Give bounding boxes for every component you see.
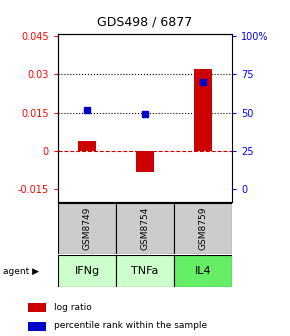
Bar — [116, 255, 174, 287]
Bar — [58, 255, 116, 287]
Bar — [116, 203, 174, 254]
Bar — [194, 69, 212, 151]
Bar — [174, 203, 232, 254]
Text: GSM8754: GSM8754 — [140, 207, 150, 250]
Bar — [28, 322, 46, 331]
Bar — [174, 255, 232, 287]
Text: IL4: IL4 — [195, 266, 211, 276]
Text: GDS498 / 6877: GDS498 / 6877 — [97, 15, 193, 28]
Text: GSM8749: GSM8749 — [82, 207, 92, 250]
Text: log ratio: log ratio — [54, 303, 92, 312]
Bar — [78, 140, 96, 151]
Text: TNFa: TNFa — [131, 266, 159, 276]
Bar — [136, 151, 154, 172]
Text: GSM8759: GSM8759 — [198, 207, 208, 250]
Bar — [28, 303, 46, 312]
Text: agent ▶: agent ▶ — [3, 267, 39, 276]
Bar — [58, 203, 116, 254]
Text: IFNg: IFNg — [75, 266, 99, 276]
Text: percentile rank within the sample: percentile rank within the sample — [54, 322, 207, 331]
